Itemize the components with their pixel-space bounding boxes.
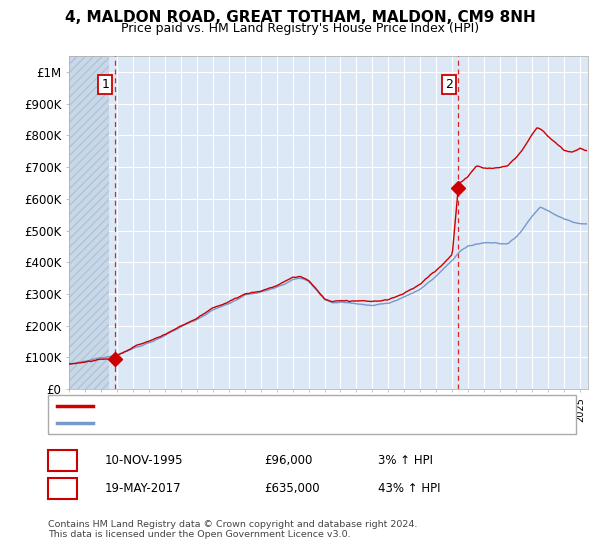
Text: 10-NOV-1995: 10-NOV-1995 — [105, 454, 184, 467]
Text: 4, MALDON ROAD, GREAT TOTHAM, MALDON, CM9 8NH: 4, MALDON ROAD, GREAT TOTHAM, MALDON, CM… — [65, 10, 535, 25]
Text: 4, MALDON ROAD, GREAT TOTHAM, MALDON, CM9 8NH (detached house): 4, MALDON ROAD, GREAT TOTHAM, MALDON, CM… — [99, 401, 510, 411]
Bar — [69, 56, 109, 389]
Text: Contains HM Land Registry data © Crown copyright and database right 2024.
This d: Contains HM Land Registry data © Crown c… — [48, 520, 418, 539]
Text: Price paid vs. HM Land Registry's House Price Index (HPI): Price paid vs. HM Land Registry's House … — [121, 22, 479, 35]
Text: 3% ↑ HPI: 3% ↑ HPI — [378, 454, 433, 467]
Text: 2: 2 — [445, 78, 452, 91]
Text: 2: 2 — [58, 482, 67, 495]
Text: £635,000: £635,000 — [264, 482, 320, 495]
Text: 43% ↑ HPI: 43% ↑ HPI — [378, 482, 440, 495]
Text: £96,000: £96,000 — [264, 454, 313, 467]
Text: 1: 1 — [101, 78, 109, 91]
Text: 1: 1 — [58, 454, 67, 467]
Text: HPI: Average price, detached house, Maldon: HPI: Average price, detached house, Mald… — [99, 418, 346, 428]
Text: 19-MAY-2017: 19-MAY-2017 — [105, 482, 182, 495]
